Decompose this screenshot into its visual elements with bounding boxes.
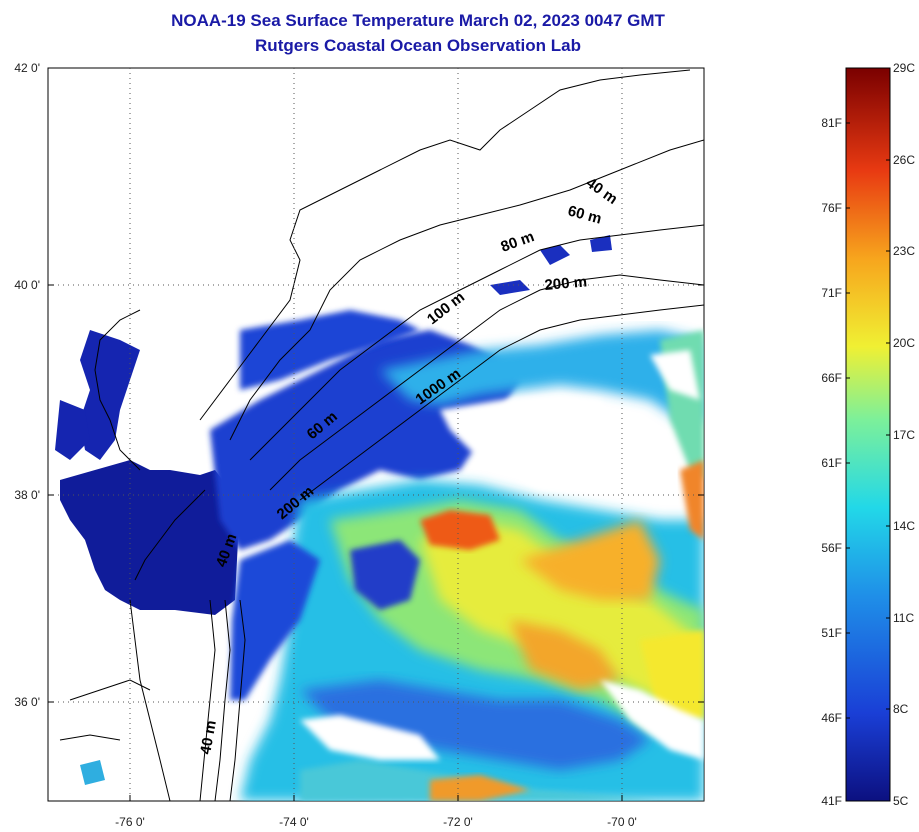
lon-tick-label: -70 0' [607,815,637,829]
colorbar-c-label: 5C [893,794,909,808]
colorbar-f-label: 61F [821,456,842,470]
lat-tick-label: 40 0' [14,278,40,292]
colorbar-f-label: 56F [821,541,842,555]
lat-tick-label: 38 0' [14,488,40,502]
colorbar-c-label: 26C [893,153,916,167]
colorbar-c-label: 20C [893,336,916,350]
colorbar-f-label: 51F [821,626,842,640]
colorbar-c-label: 23C [893,244,916,258]
colorbar-c-label: 17C [893,428,916,442]
colorbar-c-label: 8C [893,702,909,716]
lat-tick-label: 42 0' [14,61,40,75]
colorbar-f-label: 46F [821,711,842,725]
title-line-2: Rutgers Coastal Ocean Observation Lab [255,36,581,55]
bathy-label: 40 m [197,719,220,756]
colorbar-c-label: 14C [893,519,916,533]
lat-tick-label: 36 0' [14,695,40,709]
sst-field: 40 m 60 m 80 m 200 m 100 m 1000 m 60 m 2… [48,68,704,801]
colorbar-f-label: 81F [821,116,842,130]
colorbar-f-label: 41F [821,794,842,808]
lon-tick-label: -76 0' [115,815,145,829]
colorbar-f-label: 66F [821,371,842,385]
lon-tick-label: -72 0' [443,815,473,829]
colorbar-c-label: 29C [893,61,916,75]
lon-tick-label: -74 0' [279,815,309,829]
title-line-1: NOAA-19 Sea Surface Temperature March 02… [171,11,665,30]
colorbar-f-label: 71F [821,286,842,300]
colorbar-f-label: 76F [821,201,842,215]
colorbar-c-label: 11C [893,611,915,625]
colorbar [845,67,891,802]
bathy-label: 200 m [544,273,588,294]
